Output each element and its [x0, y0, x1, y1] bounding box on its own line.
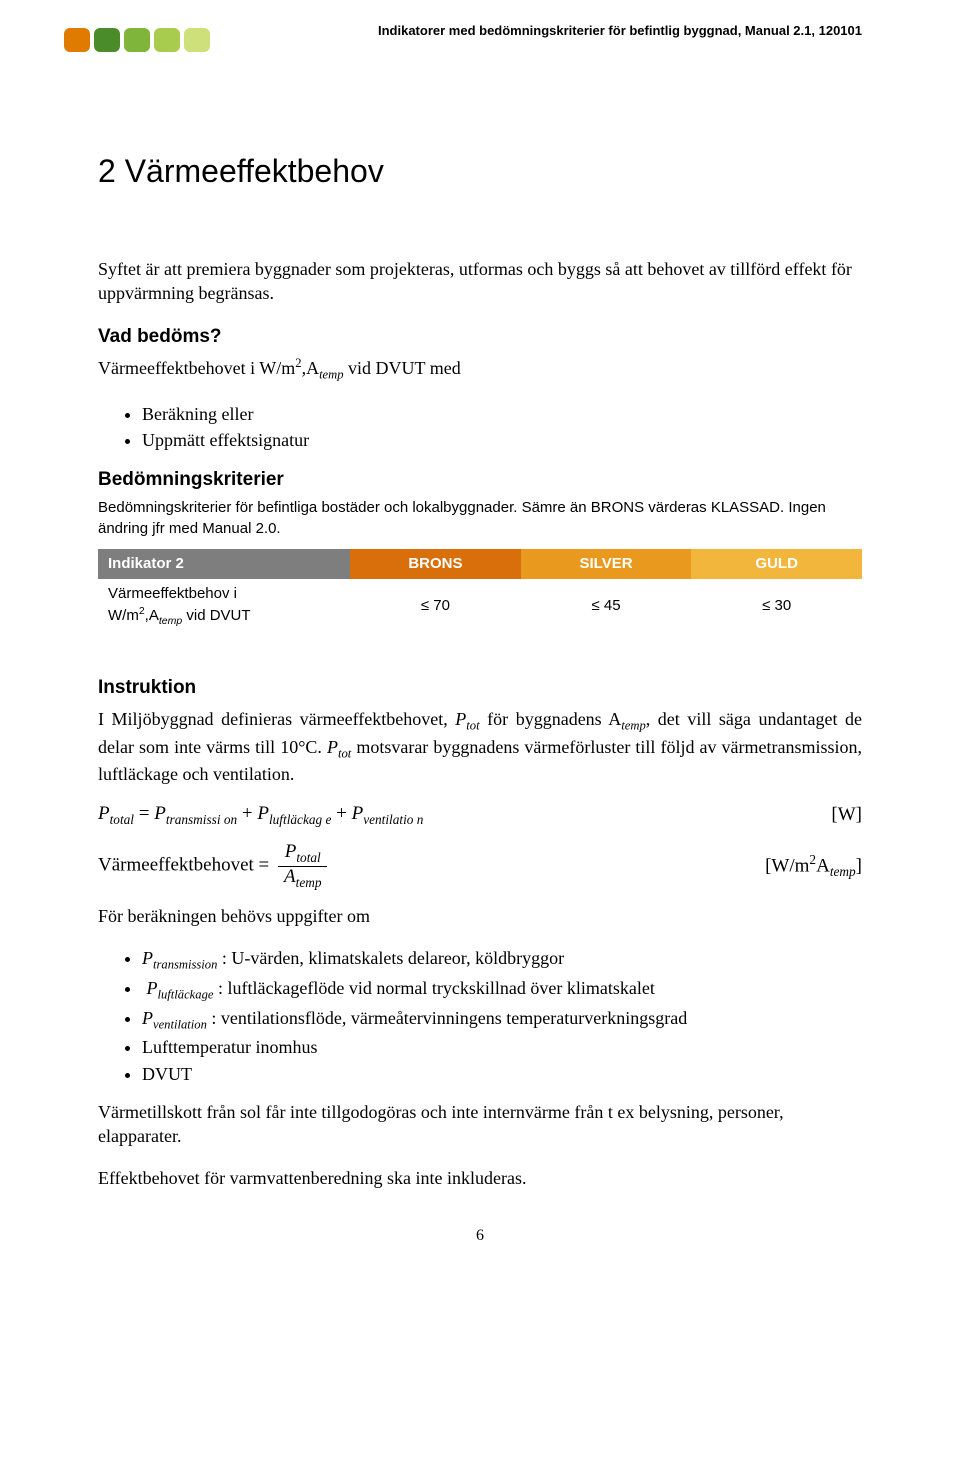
text-fragment: vid DVUT med [344, 358, 461, 378]
criteria-table: Indikator 2 BRONS SILVER GULD Värmeeffek… [98, 549, 862, 634]
subscript: luftläckage [158, 988, 214, 1002]
text-fragment: P [142, 1008, 153, 1028]
text-fragment: vid DVUT [182, 607, 250, 624]
instruktion-para-1: I Miljöbyggnad definieras värmeeffektbeh… [98, 707, 862, 786]
text-fragment: ] [856, 856, 862, 877]
logo-block [124, 28, 150, 52]
text-fragment: : U-värden, klimatskalets delareor, köld… [217, 948, 564, 968]
table-header-row: Indikator 2 BRONS SILVER GULD [98, 549, 862, 579]
logo-block [94, 28, 120, 52]
header-meta-text: Indikatorer med bedömningskriterier för … [378, 22, 862, 40]
subscript: temp [159, 615, 182, 627]
logo-block [64, 28, 90, 52]
page-number: 6 [98, 1225, 862, 1247]
subscript: total [296, 850, 320, 865]
text-fragment: + [336, 803, 351, 824]
subscript: temp [830, 864, 856, 879]
calc-bullet-list: Ptransmission : U-värden, klimatskalets … [98, 946, 862, 1085]
subscript: temp [319, 368, 343, 382]
text-fragment: Värmeeffektbehovet i W/m [98, 358, 295, 378]
list-item: Ptransmission : U-värden, klimatskalets … [142, 946, 862, 974]
text-fragment: + [242, 803, 257, 824]
calc-intro: För beräkningen behövs uppgifter om [98, 904, 862, 928]
instruktion-para-2: Värmetillskott från sol får inte tillgod… [98, 1100, 862, 1149]
section-heading-criteria: Bedömningskriterier [98, 467, 862, 493]
text-fragment: W/m [108, 607, 139, 624]
subscript: total [110, 811, 134, 826]
table-header-indikator: Indikator 2 [98, 549, 350, 579]
list-item: DVUT [142, 1062, 862, 1086]
table-row: Värmeeffektbehov i W/m2,Atemp vid DVUT ≤… [98, 579, 862, 633]
subscript: transmissi on [166, 811, 237, 826]
table-header-guld: GULD [691, 549, 862, 579]
text-fragment: P [285, 841, 297, 862]
subscript: luftläckag e [269, 811, 331, 826]
list-item: Beräkning eller [142, 402, 862, 426]
text-fragment: : luftläckageflöde vid normal tryckskill… [213, 978, 654, 998]
text-fragment: ,A [302, 358, 320, 378]
formula-varmeeffektbehovet: Värmeeffektbehovet = Ptotal Atemp [W/m2A… [98, 842, 862, 890]
section-heading-vad-bedoms: Vad bedöms? [98, 324, 862, 350]
subscript: temp [621, 719, 645, 733]
vad-bedoms-line: Värmeeffektbehovet i W/m2,Atemp vid DVUT… [98, 355, 862, 384]
text-fragment: A [816, 856, 830, 877]
logo-block [184, 28, 210, 52]
text-fragment: ,A [145, 607, 159, 624]
text-fragment: : ventilationsflöde, värmeåtervinningens… [207, 1008, 687, 1028]
text-fragment: Värmeeffektbehovet = [98, 855, 274, 876]
text-fragment: [W/m [765, 856, 809, 877]
instruktion-para-3: Effektbehovet för varmvattenberedning sk… [98, 1166, 862, 1190]
text-fragment: I Miljöbyggnad definieras värmeeffektbeh… [98, 709, 455, 729]
subscript: transmission [153, 958, 217, 972]
subscript: ventilatio n [363, 811, 423, 826]
formula-unit: [W/m2Atemp] [765, 851, 862, 881]
list-item: Pventilation : ventilationsflöde, värmeå… [142, 1006, 862, 1034]
table-cell: ≤ 30 [691, 579, 862, 633]
formula-ptotal: Ptotal = Ptransmissi on + Pluftläckag e … [98, 801, 862, 829]
formula-expression: Ptotal = Ptransmissi on + Pluftläckag e … [98, 801, 423, 829]
subscript: temp [296, 875, 322, 890]
text-fragment: Värmeeffektbehov i [108, 585, 237, 602]
text-fragment: P [154, 803, 166, 824]
text-fragment: P [352, 803, 364, 824]
list-item: Pluftläckage : luftläckageflöde vid norm… [142, 976, 862, 1004]
text-fragment: P [98, 803, 110, 824]
table-header-silver: SILVER [521, 549, 692, 579]
formula-expression: Värmeeffektbehovet = Ptotal Atemp [98, 842, 331, 890]
list-item: Uppmätt effektsignatur [142, 428, 862, 452]
logo [64, 28, 210, 52]
table-row-label: Värmeeffektbehov i W/m2,Atemp vid DVUT [98, 579, 350, 633]
document-page: Indikatorer med bedömningskriterier för … [0, 0, 960, 1286]
page-title: 2 Värmeeffektbehov [98, 150, 862, 193]
text-fragment: P [147, 978, 158, 998]
text-fragment: A [284, 866, 296, 887]
criteria-note: Bedömningskriterier för befintliga bostä… [98, 498, 862, 539]
vad-bedoms-list: Beräkning eller Uppmätt effektsignatur [98, 402, 862, 453]
subscript: ventilation [153, 1017, 207, 1031]
text-fragment: för byggnadens A [480, 709, 622, 729]
table-cell: ≤ 70 [350, 579, 521, 633]
text-fragment: P [142, 948, 153, 968]
text-fragment: P [257, 803, 269, 824]
intro-paragraph: Syftet är att premiera byggnader som pro… [98, 257, 862, 306]
section-heading-instruktion: Instruktion [98, 675, 862, 701]
page-header: Indikatorer med bedömningskriterier för … [98, 22, 862, 66]
list-item: Lufttemperatur inomhus [142, 1035, 862, 1059]
table-cell: ≤ 45 [521, 579, 692, 633]
text-fragment: = [139, 803, 154, 824]
fraction: Ptotal Atemp [278, 842, 327, 890]
logo-block [154, 28, 180, 52]
formula-unit: [W] [831, 802, 862, 828]
table-header-brons: BRONS [350, 549, 521, 579]
